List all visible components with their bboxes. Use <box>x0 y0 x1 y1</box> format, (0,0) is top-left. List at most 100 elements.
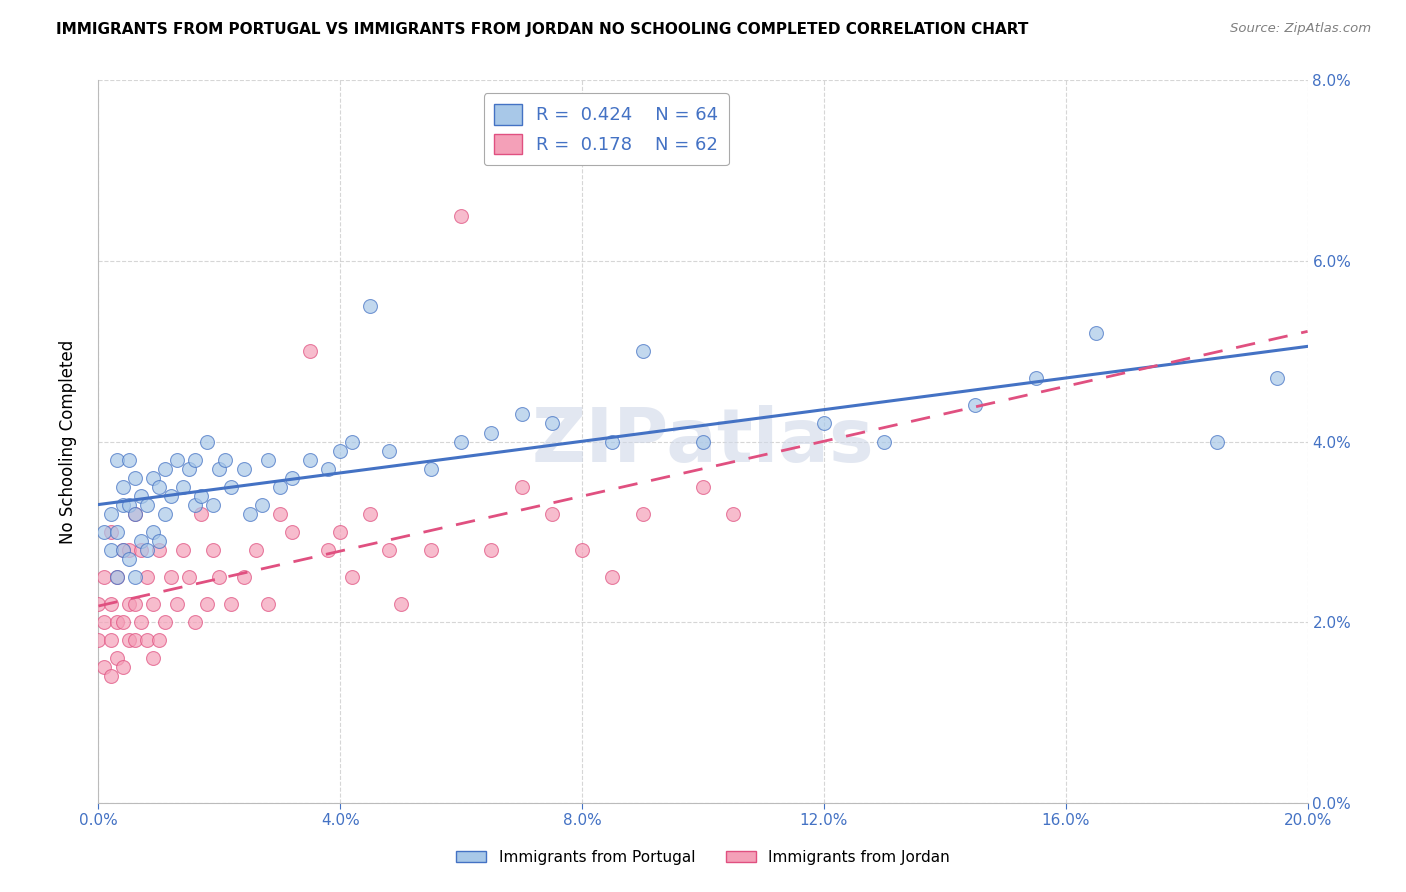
Point <box>135 542 157 557</box>
Point <box>135 498 157 512</box>
Point <box>269 480 291 494</box>
Point <box>179 570 201 584</box>
Point <box>184 452 207 467</box>
Point <box>166 597 188 611</box>
Point <box>377 542 399 557</box>
Point <box>105 452 128 467</box>
Point <box>965 398 987 412</box>
Point <box>208 461 231 475</box>
Point <box>692 480 714 494</box>
Point <box>450 434 472 449</box>
Point <box>184 615 207 630</box>
Point <box>221 480 243 494</box>
Point <box>602 434 624 449</box>
Point <box>510 408 533 422</box>
Point <box>100 524 122 539</box>
Point <box>148 542 170 557</box>
Point <box>148 633 170 648</box>
Point <box>93 570 115 584</box>
Point <box>316 542 339 557</box>
Point <box>100 507 122 521</box>
Point <box>111 542 134 557</box>
Point <box>118 633 141 648</box>
Point <box>111 615 134 630</box>
Point <box>377 443 399 458</box>
Point <box>873 434 896 449</box>
Point <box>153 615 176 630</box>
Point <box>245 542 267 557</box>
Point <box>540 417 562 431</box>
Point <box>111 480 134 494</box>
Point <box>420 461 443 475</box>
Point <box>111 660 134 674</box>
Point <box>269 507 291 521</box>
Point <box>481 542 503 557</box>
Point <box>100 633 122 648</box>
Point <box>129 615 152 630</box>
Point <box>118 597 141 611</box>
Point <box>172 542 194 557</box>
Point <box>299 344 322 359</box>
Point <box>111 542 134 557</box>
Point <box>111 498 134 512</box>
Point <box>135 633 157 648</box>
Point <box>105 524 128 539</box>
Point <box>221 597 243 611</box>
Text: IMMIGRANTS FROM PORTUGAL VS IMMIGRANTS FROM JORDAN NO SCHOOLING COMPLETED CORREL: IMMIGRANTS FROM PORTUGAL VS IMMIGRANTS F… <box>56 22 1029 37</box>
Point <box>1206 434 1229 449</box>
Point <box>100 669 122 683</box>
Point <box>100 597 122 611</box>
Y-axis label: No Schooling Completed: No Schooling Completed <box>59 340 77 543</box>
Point <box>142 651 165 665</box>
Point <box>329 524 352 539</box>
Point <box>148 480 170 494</box>
Point <box>142 471 165 485</box>
Point <box>1085 326 1108 340</box>
Point <box>281 524 304 539</box>
Point <box>142 524 165 539</box>
Point <box>202 498 225 512</box>
Point <box>166 452 188 467</box>
Point <box>602 570 624 584</box>
Point <box>281 471 304 485</box>
Point <box>129 489 152 503</box>
Point <box>723 507 745 521</box>
Point <box>450 209 472 223</box>
Point <box>342 570 364 584</box>
Point <box>232 461 254 475</box>
Point <box>692 434 714 449</box>
Point <box>153 507 176 521</box>
Point <box>124 597 146 611</box>
Point <box>316 461 339 475</box>
Point <box>571 542 593 557</box>
Point <box>250 498 273 512</box>
Point <box>299 452 322 467</box>
Point <box>631 344 654 359</box>
Point <box>118 498 141 512</box>
Point <box>93 524 115 539</box>
Legend: R =  0.424    N = 64, R =  0.178    N = 62: R = 0.424 N = 64, R = 0.178 N = 62 <box>484 93 728 165</box>
Point <box>232 570 254 584</box>
Point <box>105 570 128 584</box>
Point <box>153 461 176 475</box>
Point <box>172 480 194 494</box>
Point <box>129 542 152 557</box>
Point <box>124 633 146 648</box>
Legend: Immigrants from Portugal, Immigrants from Jordan: Immigrants from Portugal, Immigrants fro… <box>450 844 956 871</box>
Point <box>360 299 382 313</box>
Point <box>118 542 141 557</box>
Point <box>256 452 278 467</box>
Point <box>208 570 231 584</box>
Point <box>124 471 146 485</box>
Point <box>179 461 201 475</box>
Point <box>100 542 122 557</box>
Text: Source: ZipAtlas.com: Source: ZipAtlas.com <box>1230 22 1371 36</box>
Point <box>239 507 262 521</box>
Point <box>540 507 562 521</box>
Point <box>124 507 146 521</box>
Point <box>190 507 212 521</box>
Point <box>93 660 115 674</box>
Point <box>202 542 225 557</box>
Point <box>1024 371 1046 385</box>
Point <box>105 651 128 665</box>
